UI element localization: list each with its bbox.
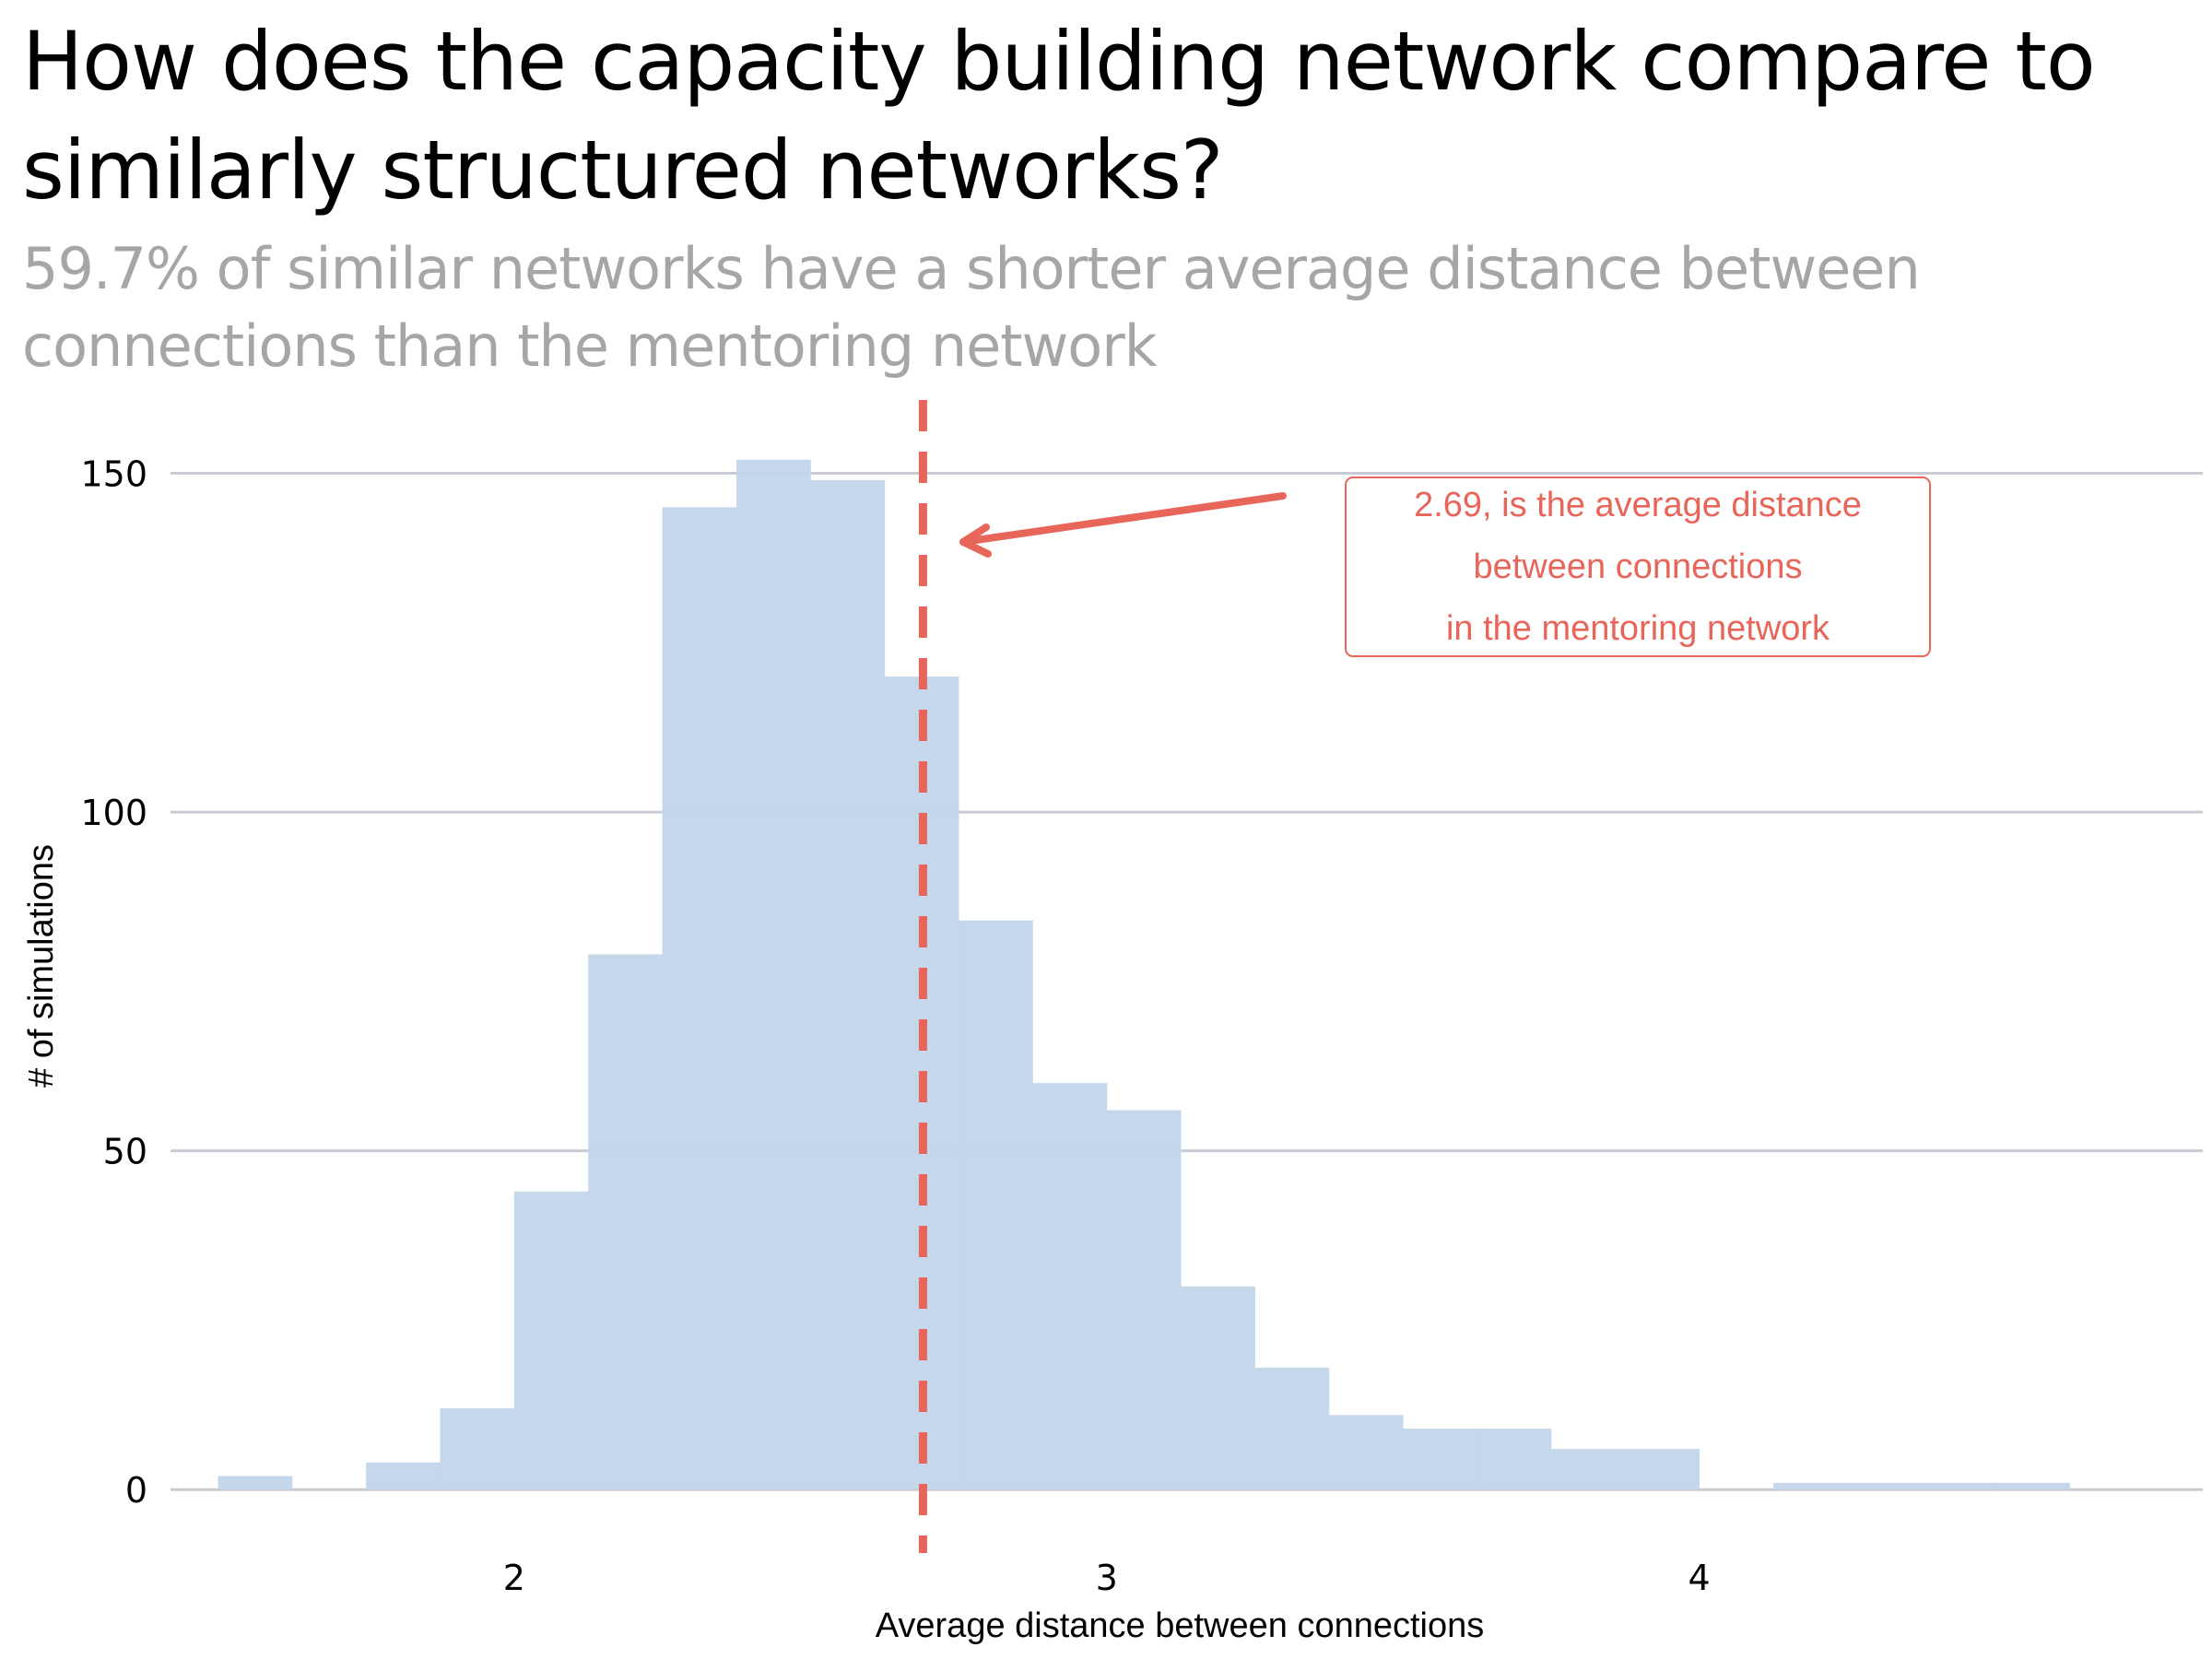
histogram-bar: [588, 954, 664, 1490]
annotation-arrow: [959, 492, 1287, 546]
annotation-arrowhead: [959, 524, 992, 558]
histogram-bar: [662, 507, 737, 1490]
y-axis-title: # of simulations: [22, 844, 61, 1088]
x-tick-label: 3: [1096, 1558, 1118, 1598]
histogram-bar: [1477, 1429, 1552, 1490]
histogram-bar: [1772, 1482, 1848, 1490]
x-tick-label: 4: [1688, 1558, 1710, 1598]
histogram-bar: [440, 1407, 515, 1490]
annotation-line-3: in the mentoring network: [1446, 609, 1830, 648]
x-tick-label: 2: [503, 1558, 525, 1598]
y-axis-ticks: 0 50 100 150: [80, 454, 147, 1512]
annotation-line-2: between connections: [1473, 547, 1802, 586]
x-axis-ticks: 2 3 4: [503, 1558, 1711, 1598]
y-tick-label: 100: [80, 793, 147, 833]
histogram-bar: [959, 920, 1033, 1490]
histogram-bar: [1328, 1415, 1404, 1490]
chart-subtitle: 59.7% of similar networks have a shorter…: [22, 235, 1921, 380]
histogram-bar: [1403, 1429, 1477, 1490]
histogram-bar: [1995, 1482, 2070, 1490]
annotation-box: [1345, 477, 1931, 657]
histogram-bar: [513, 1191, 589, 1490]
histogram-bar: [1550, 1449, 1626, 1490]
y-tick-label: 150: [80, 454, 147, 495]
histogram-bar: [1032, 1083, 1108, 1490]
histogram-bar: [366, 1462, 441, 1490]
histogram-bar: [1921, 1482, 1996, 1490]
histogram-bar: [1625, 1449, 1700, 1490]
x-axis-title: Average distance between connections: [876, 1606, 1485, 1645]
histogram-bar: [810, 479, 886, 1490]
annotation: 2.69, is the average distance between co…: [959, 477, 1931, 657]
histogram-bar: [1254, 1367, 1330, 1490]
histogram-bar: [1106, 1110, 1182, 1490]
histogram-bar: [1847, 1482, 1923, 1490]
annotation-line-1: 2.69, is the average distance: [1414, 486, 1862, 524]
histogram-bars: [218, 459, 2070, 1490]
histogram-bar: [218, 1476, 293, 1490]
histogram-bar: [735, 459, 811, 1490]
histogram-bar: [1181, 1286, 1255, 1490]
y-tick-label: 50: [103, 1132, 147, 1172]
chart-title: How does the capacity building network c…: [22, 14, 2096, 218]
y-tick-label: 0: [125, 1470, 147, 1511]
